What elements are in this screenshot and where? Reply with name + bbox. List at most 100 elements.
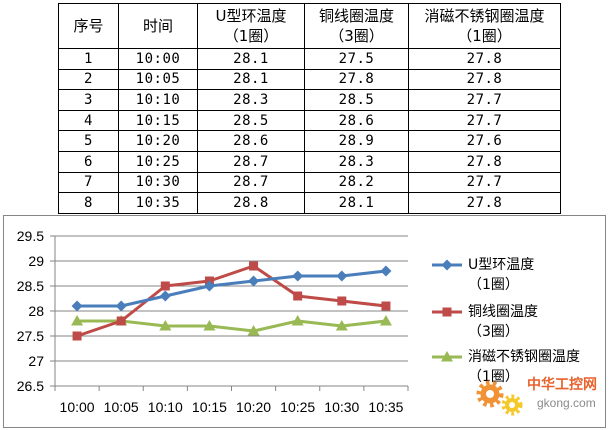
y-tick-label: 26.5 [17,378,44,394]
cell-copper-coil-temp: 28.9 [304,130,409,152]
data-point-steel-ring [247,325,260,336]
temperature-line-chart: 29.5 29 28.5 28 27.5 27 26.5 10:00 10:05 10:10 10:… [3,215,606,428]
data-point-copper-coil [116,316,126,326]
legend-label-steel-ring: 消磁不锈钢圈温度 （1圈） [468,349,580,385]
cell-time: 10:15 [118,109,198,132]
cell-time: 10:10 [118,89,198,111]
cell-index: 6 [58,150,119,173]
data-point-copper-coil [160,281,170,291]
legend-label-copper-coil: 铜线圈温度 （3圈） [468,304,538,340]
cell-index: 5 [58,130,119,152]
cell-copper-coil-temp: 28.2 [304,171,409,194]
x-tick-label: 10:15 [192,399,227,415]
watermark-domain: gkong.com [537,396,596,410]
cell-index: 4 [58,109,119,132]
data-point-copper-coil [293,291,303,301]
gkong-logo-gears [476,380,523,416]
table-row: 1 10:00 28.1 27.5 27.8 [58,48,561,70]
legend-label-u-ring: U型环温度 （1圈） [468,257,535,293]
data-point-u-ring [71,300,83,312]
x-tick-label: 10:35 [368,399,403,415]
y-tick-label: 29.5 [17,228,44,244]
data-point-u-ring [292,270,304,282]
y-tick-label: 27.5 [17,328,44,344]
chart-canvas: 29.5 29 28.5 28 27.5 27 26.5 10:00 10:05 10:10 10:… [17,228,462,415]
data-point-steel-ring [379,315,392,326]
cell-u-ring-temp: 28.7 [197,171,305,194]
cell-u-ring-temp: 28.7 [197,150,305,173]
data-point-u-ring [159,290,171,302]
x-tick-label: 10:05 [104,399,139,415]
y-tick-label: 29 [28,253,44,269]
data-point-u-ring [203,280,215,292]
cell-steel-ring-temp: 27.7 [408,109,561,132]
cell-u-ring-temp: 28.5 [197,109,305,132]
series-line-steel-ring [75,319,388,333]
y-tick-label: 28 [28,303,44,319]
cell-index: 2 [58,68,119,91]
table-row: 2 10:05 28.1 27.8 27.8 [58,68,561,91]
cell-u-ring-temp: 28.3 [197,89,305,111]
cell-copper-coil-temp: 28.6 [304,109,409,132]
legend-key-steel-ring [432,351,462,362]
table-header-row: 序号 时间 U型环温度 （1圈） 铜线圈温度 （3圈） 消磁不锈钢圈温度 （1圈） [58,3,561,49]
cell-time: 10:25 [118,150,198,173]
table-row: 8 10:35 28.8 28.1 27.8 [58,192,561,214]
cell-index: 7 [58,171,119,194]
y-tick-label: 28.5 [17,278,44,294]
data-point-copper-coil [337,296,347,306]
x-tick-label: 10:25 [280,399,315,415]
temperature-table: 序号 时间 U型环温度 （1圈） 铜线圈温度 （3圈） 消磁不锈钢圈温度 （1圈） 1 10… [58,3,561,214]
col-header-time: 时间 [118,3,198,49]
cell-time: 10:05 [118,68,198,91]
cell-copper-coil-temp: 27.5 [304,48,409,70]
cell-copper-coil-temp: 28.3 [304,150,409,173]
cell-index: 8 [58,192,119,214]
data-point-steel-ring [335,320,348,331]
cell-copper-coil-temp: 27.8 [304,68,409,91]
data-point-u-ring [115,300,127,312]
cell-index: 3 [58,89,119,111]
cell-steel-ring-temp: 27.7 [408,89,561,111]
cell-u-ring-temp: 28.8 [197,192,305,214]
gridlines [50,235,408,387]
legend-marker [442,307,452,317]
col-header-index: 序号 [58,3,119,49]
cell-time: 10:20 [118,130,198,152]
data-point-copper-coil [72,331,82,341]
legend-key-u-ring [432,259,462,271]
cell-u-ring-temp: 28.1 [197,68,305,91]
data-point-steel-ring [203,320,216,331]
x-tick-label: 10:30 [324,399,359,415]
col-header-steel-ring-temp: 消磁不锈钢圈温度 （1圈） [408,3,561,49]
cell-index: 1 [58,48,119,70]
data-point-steel-ring [159,320,172,331]
table-row: 4 10:15 28.5 28.6 27.7 [58,109,561,132]
cell-steel-ring-temp: 27.7 [408,171,561,194]
cell-u-ring-temp: 28.1 [197,48,305,70]
cell-copper-coil-temp: 28.1 [304,192,409,214]
legend-key-copper-coil [432,307,462,317]
data-point-copper-coil [249,261,259,271]
y-tick-label: 27 [28,353,44,369]
cell-steel-ring-temp: 27.8 [408,150,561,173]
cell-time: 10:00 [118,48,198,70]
x-tick-label: 10:20 [236,399,271,415]
legend-marker [441,259,453,271]
table-row: 6 10:25 28.7 28.3 27.8 [58,150,561,173]
cell-copper-coil-temp: 28.5 [304,89,409,111]
data-point-copper-coil [381,301,391,311]
col-header-copper-coil-temp: 铜线圈温度 （3圈） [304,3,409,49]
x-tick-label: 10:10 [148,399,183,415]
col-header-u-ring-temp: U型环温度 （1圈） [197,3,305,49]
table-row: 7 10:30 28.7 28.2 27.7 [58,171,561,194]
cell-time: 10:30 [118,171,198,194]
cell-steel-ring-temp: 27.8 [408,68,561,91]
watermark-site-name: 中华工控网 [527,377,597,393]
cell-time: 10:35 [118,192,198,214]
data-point-steel-ring [291,315,304,326]
table-row: 5 10:20 28.6 28.9 27.6 [58,130,561,152]
cell-steel-ring-temp: 27.8 [408,192,561,214]
series-u-ring [71,265,392,312]
x-tick-label: 10:00 [60,399,95,415]
